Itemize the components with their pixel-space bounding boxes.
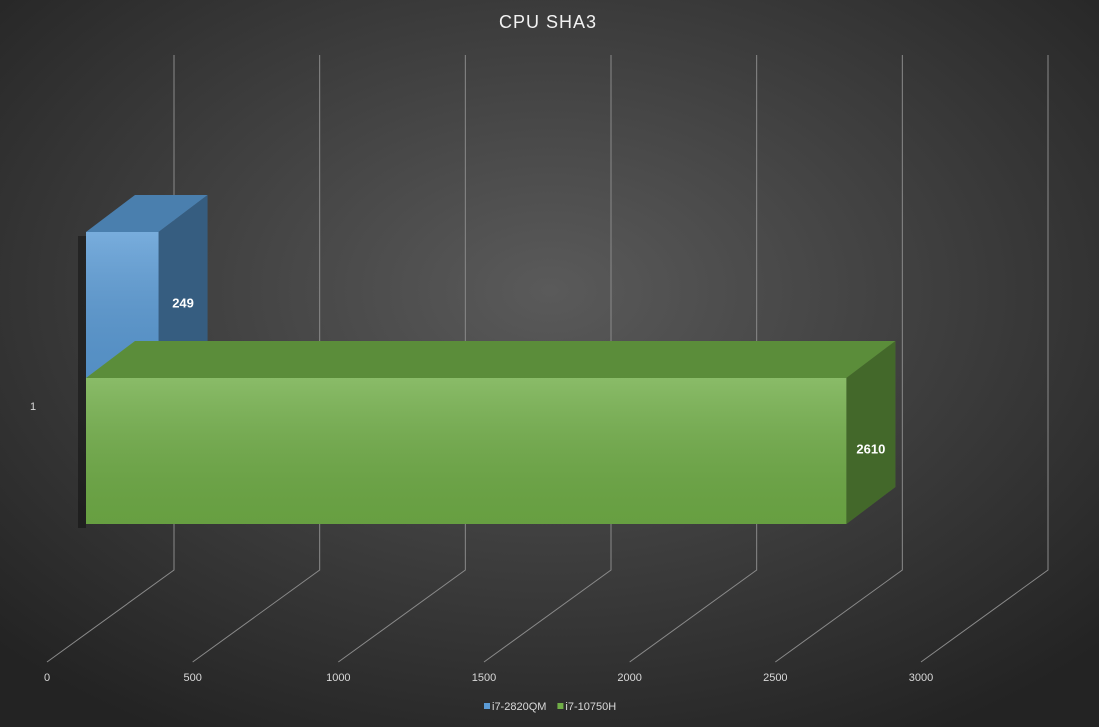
bar-shadow bbox=[78, 236, 86, 382]
value-label: 2610 bbox=[856, 441, 885, 456]
x-tick-label: 3000 bbox=[909, 672, 933, 684]
x-tick-label: 2500 bbox=[763, 672, 787, 684]
legend-label: i7-10750H bbox=[565, 701, 616, 713]
grid-line bbox=[192, 55, 321, 663]
bar-side-shade bbox=[846, 341, 896, 524]
bar-side-shade bbox=[158, 195, 208, 378]
y-tick-label: 1 bbox=[30, 401, 36, 413]
legend-swatch bbox=[557, 703, 564, 709]
x-tick-label: 0 bbox=[44, 672, 50, 684]
bar-shine bbox=[86, 378, 847, 524]
x-tick-label: 1000 bbox=[326, 672, 350, 684]
bar-side bbox=[846, 341, 896, 524]
grid-line bbox=[775, 55, 903, 663]
chart-title: CPU SHA3 bbox=[499, 12, 597, 32]
bar-top bbox=[86, 341, 896, 378]
x-tick-label: 500 bbox=[183, 672, 201, 684]
bar-shadow bbox=[78, 382, 86, 528]
grid-line bbox=[629, 55, 758, 663]
bar-top-shade bbox=[86, 341, 896, 378]
grid-line bbox=[483, 55, 612, 663]
legend-swatch bbox=[484, 703, 490, 709]
x-tick-label: 1500 bbox=[472, 672, 496, 684]
grid-line bbox=[920, 55, 1049, 663]
bar-top bbox=[86, 195, 208, 232]
value-label: 249 bbox=[172, 295, 194, 310]
legend-label: i7-2820QM bbox=[492, 701, 546, 713]
grid-line bbox=[338, 55, 466, 663]
x-tick-label: 2000 bbox=[617, 672, 641, 684]
bar-side bbox=[158, 195, 208, 378]
bar-top-shade bbox=[86, 195, 208, 232]
